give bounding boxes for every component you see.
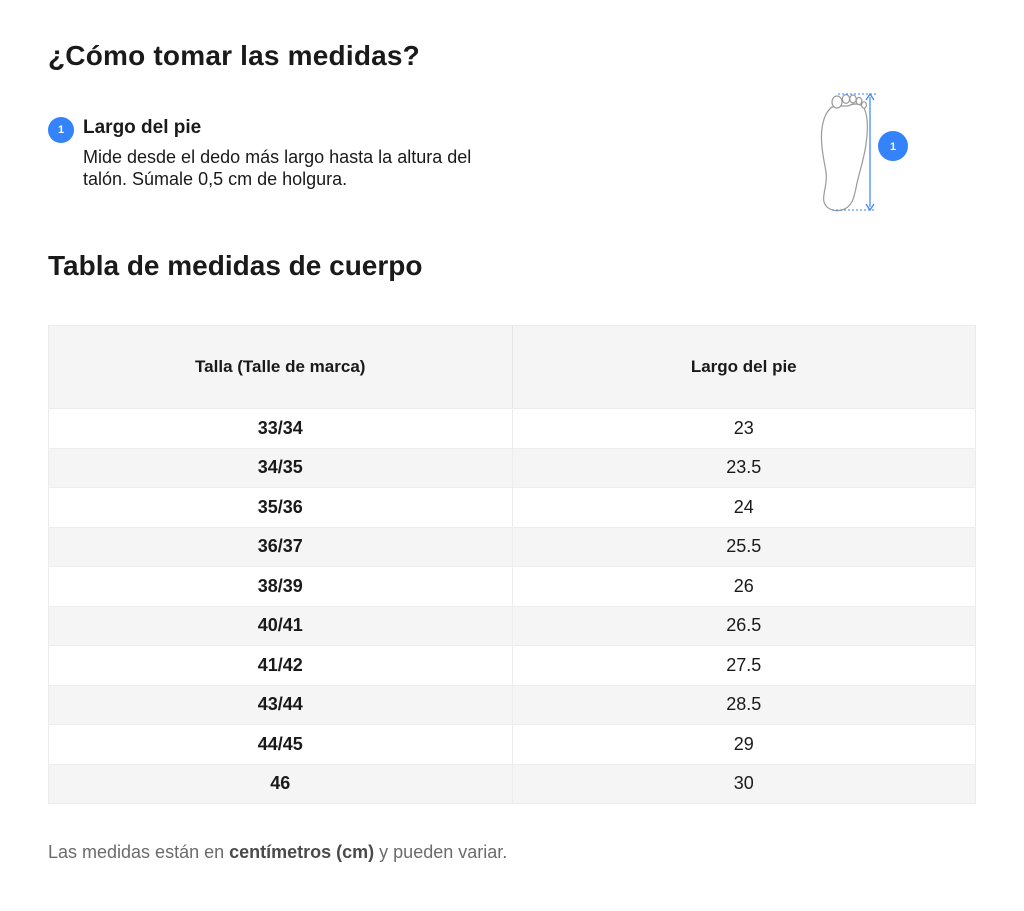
table-row: 46 30 [48,764,976,804]
column-header-foot-length: Largo del pie [512,325,976,409]
footnote-suffix: y pueden variar. [374,842,508,862]
foot-length-cell: 23.5 [512,448,976,488]
size-cell: 40/41 [48,606,513,646]
table-row: 33/34 23 [48,408,976,449]
size-table-header-row: Talla (Talle de marca) Largo del pie [48,325,976,409]
foot-length-cell: 24 [512,487,976,528]
foot-length-cell: 27.5 [512,645,976,686]
table-row: 38/39 26 [48,566,976,607]
step-description: Mide desde el dedo más largo hasta la al… [83,147,472,189]
size-table: Talla (Talle de marca) Largo del pie 33/… [48,325,976,804]
foot-length-cell: 26 [512,566,976,607]
column-header-size: Talla (Talle de marca) [48,325,513,409]
table-row: 36/37 25.5 [48,527,976,567]
measure-guide-title: ¿Cómo tomar las medidas? [48,40,420,71]
size-table-title: Tabla de medidas de cuerpo [48,250,423,281]
size-cell: 43/44 [48,685,513,725]
size-cell: 35/36 [48,487,513,528]
table-row: 34/35 23.5 [48,448,976,488]
foot-length-cell: 29 [512,724,976,765]
size-cell: 46 [48,764,513,804]
size-cell: 33/34 [48,408,513,449]
foot-length-cell: 25.5 [512,527,976,567]
table-row: 43/44 28.5 [48,685,976,725]
table-row: 41/42 27.5 [48,645,976,686]
foot-length-cell: 28.5 [512,685,976,725]
illustration-badge-number: 1 [890,141,896,153]
foot-length-cell: 23 [512,408,976,449]
foot-length-cell: 26.5 [512,606,976,646]
step-number-badge: 1 [48,117,74,143]
units-footnote: Las medidas están en centímetros (cm) y … [48,842,507,863]
table-row: 40/41 26.5 [48,606,976,646]
table-row: 35/36 24 [48,487,976,528]
size-cell: 34/35 [48,448,513,488]
foot-measure-icon: 1 [808,88,918,216]
footnote-unit: centímetros (cm) [229,842,375,862]
foot-length-cell: 30 [512,764,976,804]
size-cell: 38/39 [48,566,513,607]
size-cell: 36/37 [48,527,513,567]
step-title: Largo del pie [83,117,202,138]
size-cell: 41/42 [48,645,513,686]
table-row: 44/45 29 [48,724,976,765]
size-cell: 44/45 [48,724,513,765]
footnote-prefix: Las medidas están en [48,842,230,862]
